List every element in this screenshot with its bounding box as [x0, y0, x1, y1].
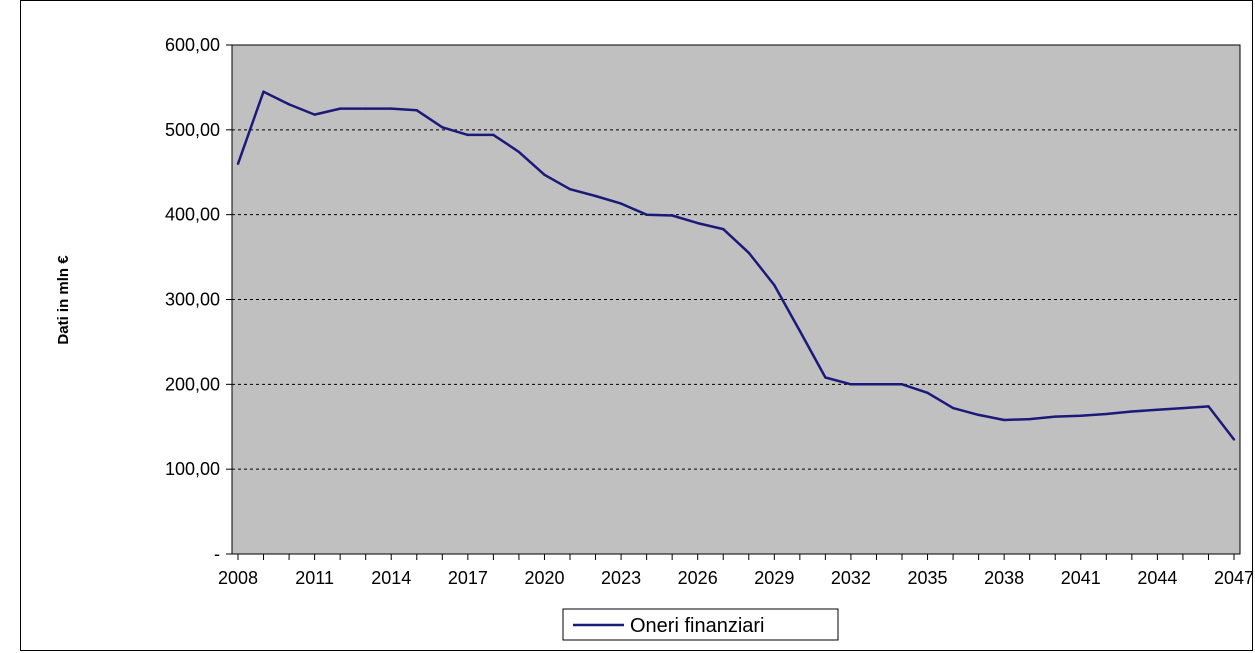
data-point	[1002, 418, 1006, 422]
y-tick-label: 600,00	[165, 35, 220, 55]
data-point	[543, 173, 546, 176]
data-point	[977, 413, 980, 417]
data-point	[338, 107, 342, 110]
data-point	[1207, 405, 1210, 408]
data-point	[849, 383, 853, 386]
data-point	[824, 376, 827, 379]
data-point	[1054, 415, 1057, 418]
data-point	[875, 383, 878, 386]
x-axis: 2008 2011 2014 2017 2020 2023 2026 2029 2032 2035…	[218, 554, 1254, 588]
x-tick-label: 2008	[218, 568, 258, 588]
data-point	[313, 113, 316, 116]
data-point	[262, 90, 265, 93]
x-tick-label: 2044	[1137, 568, 1177, 588]
y-tick-label: 100,00	[165, 459, 220, 479]
y-axis-title: Dati in mln €	[55, 255, 72, 345]
data-point	[1232, 438, 1236, 441]
x-tick-label: 2035	[908, 568, 948, 588]
x-tick-label: 2041	[1061, 568, 1101, 588]
data-point	[951, 406, 955, 410]
series-layer	[236, 90, 1236, 441]
y-tick-label: 500,00	[165, 120, 220, 140]
data-point	[594, 194, 597, 198]
data-point	[1156, 408, 1159, 411]
data-point	[492, 133, 495, 137]
legend-label-oneri-finanziari: Oneri finanziari	[630, 615, 765, 637]
data-point	[1181, 406, 1185, 410]
data-point	[1079, 414, 1082, 417]
grid-lines	[232, 129, 1240, 470]
data-point	[466, 133, 470, 137]
y-axis: - 100,00 200,00 300,00 400,00 500,00 600,00	[165, 35, 232, 564]
x-tick-label: 2029	[754, 568, 794, 588]
data-point	[798, 329, 802, 333]
series-line-oneri-finanziari	[236, 90, 1235, 441]
data-point	[773, 283, 776, 287]
legend-box	[562, 608, 839, 641]
data-point	[670, 214, 674, 217]
legend: Oneri finanziari	[562, 608, 839, 641]
data-point	[900, 383, 904, 386]
data-point	[619, 202, 623, 205]
y-tick-label: -	[214, 544, 220, 564]
x-tick-label: 2011	[295, 568, 334, 588]
data-point	[1105, 412, 1108, 416]
x-tick-label: 2023	[601, 568, 641, 588]
data-point	[1130, 410, 1134, 413]
x-tick-label: 2038	[984, 568, 1024, 588]
y-tick-label: 300,00	[165, 290, 220, 310]
data-point	[287, 103, 291, 106]
x-tick-label: 2014	[371, 568, 411, 588]
x-tick-label: 2017	[448, 568, 488, 588]
data-point	[722, 227, 725, 231]
data-point	[390, 107, 393, 110]
data-point	[441, 126, 444, 129]
data-point	[747, 251, 750, 255]
data-point	[415, 109, 418, 112]
y-tick-label: 200,00	[165, 374, 220, 394]
x-tick-label: 2020	[524, 568, 564, 588]
data-point	[364, 107, 367, 110]
x-tick-label: 2026	[678, 568, 718, 588]
data-point	[1028, 417, 1031, 421]
data-point	[517, 150, 521, 154]
data-point	[568, 188, 572, 191]
x-tick-label: 2032	[831, 568, 871, 588]
data-point	[696, 221, 699, 225]
data-point	[926, 391, 929, 395]
data-point	[236, 162, 240, 165]
x-tick-label: 2047	[1214, 568, 1254, 588]
y-tick-label: 400,00	[165, 205, 220, 225]
data-point	[645, 213, 648, 216]
